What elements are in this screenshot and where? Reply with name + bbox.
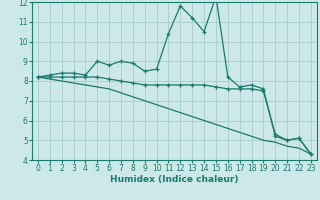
- X-axis label: Humidex (Indice chaleur): Humidex (Indice chaleur): [110, 175, 239, 184]
